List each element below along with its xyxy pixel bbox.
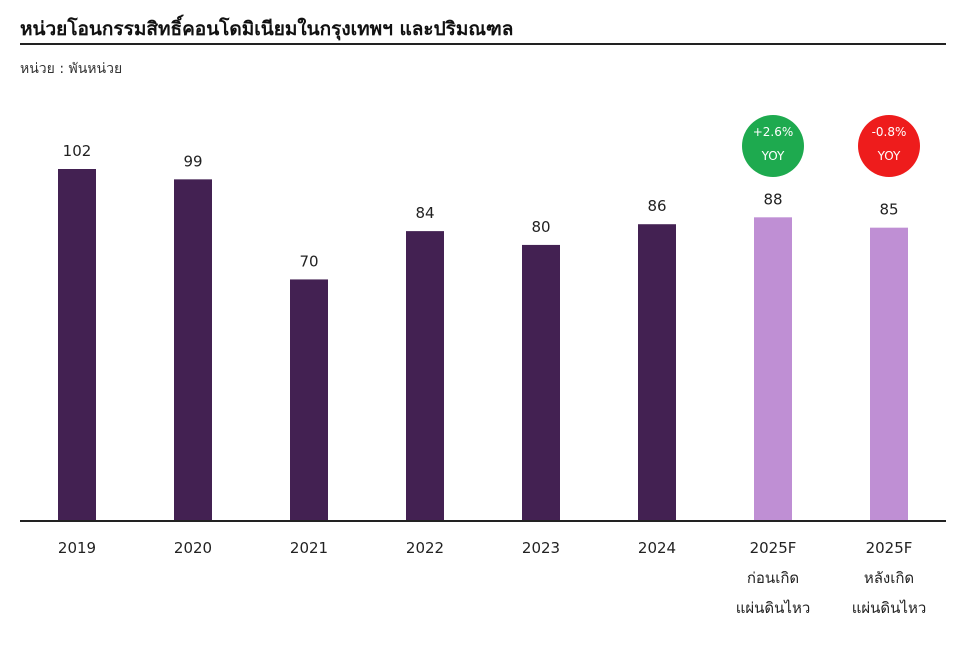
- bar-1: [174, 179, 212, 521]
- x-tick-label-5-0: 2024: [638, 539, 676, 557]
- data-label-2: 70: [299, 252, 318, 270]
- x-tick-label-6-2: แผ่นดินไหว: [736, 599, 811, 617]
- data-label-3: 84: [415, 204, 434, 222]
- x-tick-label-6-0: 2025F: [750, 539, 797, 557]
- bar-6: [754, 217, 792, 521]
- title-divider: [20, 43, 946, 45]
- data-label-7: 85: [879, 201, 898, 219]
- unit-label: หน่วย : พันหน่วย: [20, 61, 123, 77]
- bar-3: [406, 231, 444, 521]
- bar-5: [638, 224, 676, 521]
- bar-7: [870, 227, 908, 521]
- x-tick-label-7-0: 2025F: [866, 539, 913, 557]
- yoy-badge-1: [858, 115, 920, 177]
- data-label-5: 86: [647, 197, 666, 215]
- x-tick-label-0-0: 2019: [58, 539, 96, 557]
- x-tick-label-6-1: ก่อนเกิด: [747, 569, 799, 587]
- yoy-badge-text-0-1: YOY: [761, 149, 785, 163]
- bar-4: [522, 244, 560, 521]
- x-tick-label-4-0: 2023: [522, 539, 560, 557]
- bar-0: [58, 169, 96, 521]
- data-label-0: 102: [63, 142, 92, 160]
- data-label-6: 88: [763, 190, 782, 208]
- yoy-badge-text-1-0: -0.8%: [872, 125, 907, 139]
- yoy-badge-0: [742, 115, 804, 177]
- x-tick-label-7-2: แผ่นดินไหว: [852, 599, 927, 617]
- x-tick-label-3-0: 2022: [406, 539, 444, 557]
- yoy-badge-text-0-0: +2.6%: [753, 125, 794, 139]
- chart-title: หน่วยโอนกรรมสิทธิ์คอนโดมิเนียมในกรุงเทพฯ…: [20, 18, 514, 40]
- x-tick-label-7-1: หลังเกิด: [864, 569, 914, 587]
- yoy-badge-text-1-1: YOY: [877, 149, 901, 163]
- x-tick-label-1-0: 2020: [174, 539, 212, 557]
- data-label-1: 99: [183, 152, 202, 170]
- x-tick-label-2-0: 2021: [290, 539, 328, 557]
- data-label-4: 80: [531, 218, 550, 236]
- bar-2: [290, 279, 328, 521]
